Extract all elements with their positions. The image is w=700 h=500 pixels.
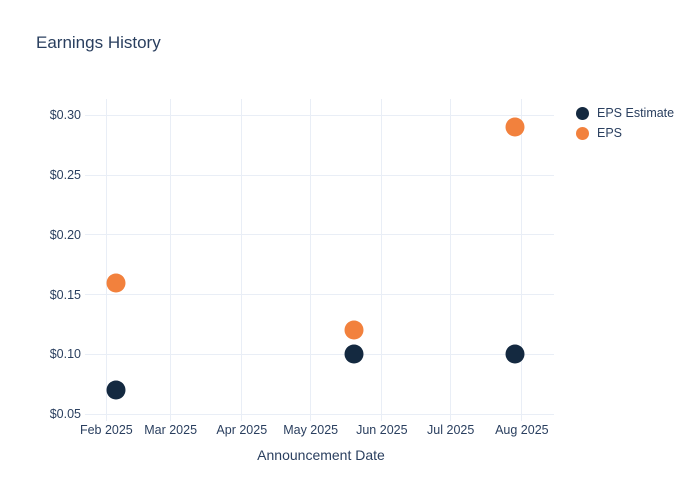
legend-label-eps-estimate: EPS Estimate [597,106,675,120]
y-gridline [85,174,554,176]
y-gridline [85,234,554,236]
y-gridline [85,413,554,415]
x-tick-label: Mar 2025 [144,423,198,437]
x-gridline [521,99,523,421]
y-tick-label: $0.15 [49,287,81,302]
x-tick-label: Apr 2025 [216,423,268,437]
legend-item-eps-estimate[interactable]: EPS Estimate [576,105,674,121]
y-tick-label: $0.10 [49,347,81,362]
plot-area [85,99,554,421]
x-gridline [105,99,107,421]
x-tick-label: May 2025 [283,423,339,437]
x-tick-label: Jul 2025 [427,423,475,437]
x-gridline [170,99,172,421]
data-point-eps[interactable] [505,117,525,137]
x-tick-label: Aug 2025 [495,423,549,437]
y-gridline [85,114,554,116]
x-tick-label: Jun 2025 [356,423,408,437]
y-tick-label: $0.05 [49,407,81,422]
eps-swatch [576,126,589,140]
data-point-eps[interactable] [344,320,364,340]
y-tick-label: $0.20 [49,227,81,242]
data-point-eps[interactable] [106,273,126,293]
legend: EPS Estimate EPS [576,105,674,141]
x-gridline [241,99,243,421]
x-gridline [450,99,452,421]
y-gridline [85,353,554,355]
legend-item-eps[interactable]: EPS [576,125,674,141]
legend-label-eps: EPS [597,126,623,140]
x-tick-label: Feb 2025 [79,423,133,437]
x-gridline [381,99,383,421]
chart-title: Earnings History [36,33,161,52]
y-tick-label: $0.30 [49,108,81,123]
data-point-eps-estimate[interactable] [106,380,126,400]
x-axis-title: Announcement Date [257,447,385,463]
data-point-eps-estimate[interactable] [505,344,525,364]
data-point-eps-estimate[interactable] [344,344,364,364]
y-tick-label: $0.25 [49,168,81,183]
eps-estimate-swatch [576,106,589,120]
x-gridline [310,99,312,421]
y-gridline [85,294,554,296]
